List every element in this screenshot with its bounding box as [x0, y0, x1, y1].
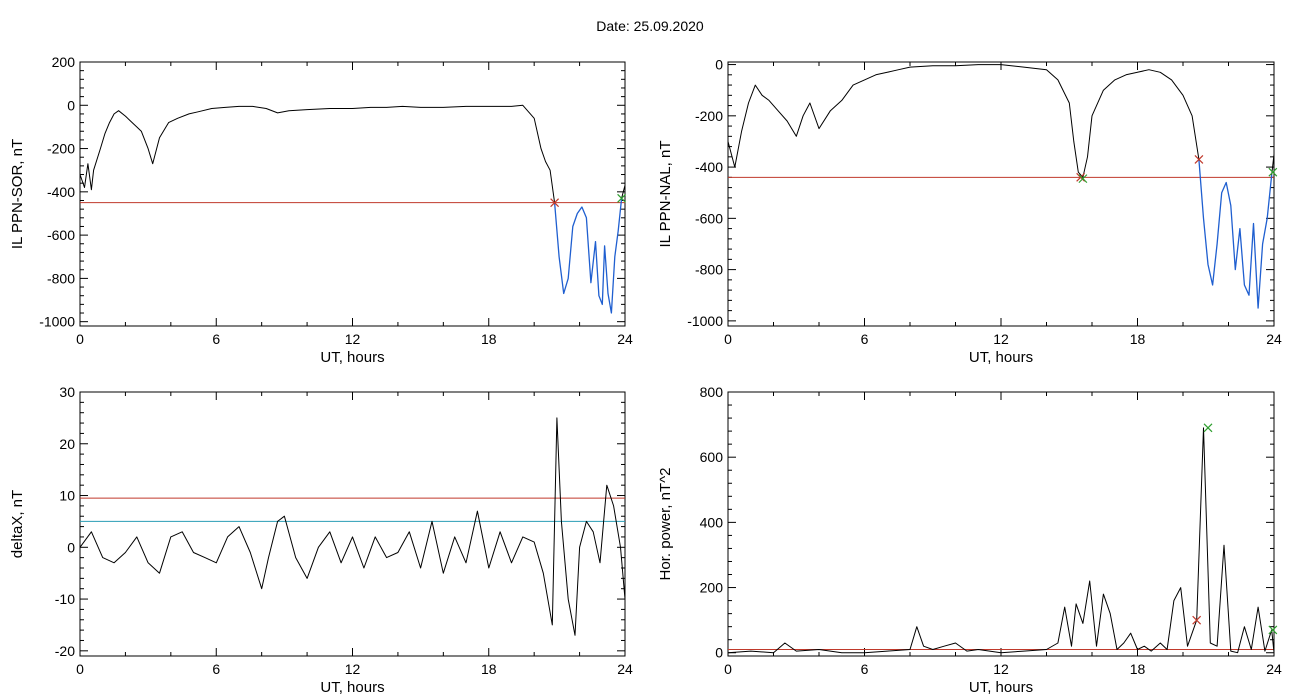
panel2-y-tick-label: -800 — [695, 262, 723, 278]
panel2-end-marker-2 — [1078, 174, 1088, 184]
panel2-series-1-line — [727, 64, 1200, 178]
panel2-start-marker-1 — [1076, 172, 1086, 182]
panel1-x-tick-label: 24 — [617, 331, 633, 347]
panel2-x-tick-label: 18 — [1130, 331, 1146, 347]
panel1-y-tick-label: -600 — [47, 227, 75, 243]
panel4-end-marker-3 — [1268, 625, 1278, 635]
panel3-y-tick-label: 0 — [67, 539, 75, 555]
panel3-y-tick-label: 10 — [59, 488, 75, 504]
panel4-plot-frame — [727, 391, 1275, 657]
panel2-y-tick-label: -1000 — [687, 313, 723, 329]
panel1-plot-frame — [79, 61, 626, 327]
panel3-x-tick-label: 24 — [617, 661, 633, 677]
panel1-x-axis-label: UT, hours — [320, 349, 384, 366]
panel1-x-tick-label: 0 — [76, 331, 84, 347]
panel2-x-tick-label: 12 — [993, 331, 1009, 347]
panel1-y-tick-label: -1000 — [39, 314, 75, 330]
panel4-y-axis-label: Hor. power, nT^2 — [657, 468, 674, 581]
panel3-x-axis-label: UT, hours — [320, 679, 384, 696]
panel1-end-marker-2 — [617, 193, 627, 203]
panel2-end-marker-4 — [1268, 167, 1278, 177]
panel4-start-marker-1 — [1192, 615, 1202, 625]
panel2-x-tick-label: 0 — [724, 331, 732, 347]
panel4-x-tick-label: 18 — [1130, 661, 1146, 677]
panel3-x-tick-label: 6 — [212, 661, 220, 677]
panel2-y-tick-label: -400 — [695, 159, 723, 175]
panel3-y-axis-label: deltaX, nT — [9, 490, 26, 558]
panel1-x-tick-label: 6 — [212, 331, 220, 347]
date-title: Date: 25.09.2020 — [596, 18, 704, 34]
panel1-y-tick-label: -800 — [47, 270, 75, 286]
panel1-series-1-line — [79, 104, 556, 203]
panel4-x-tick-label: 6 — [861, 661, 869, 677]
panel1-start-marker-1 — [550, 198, 560, 208]
panel1-y-axis-label: IL PPN-SOR, nT — [9, 139, 26, 249]
panel4-y-tick-label: 200 — [700, 580, 724, 596]
panel1-series-3-line — [621, 185, 626, 199]
panel2-series-2-line — [1198, 159, 1273, 309]
panel2-y-tick-label: 0 — [715, 57, 723, 73]
panel1-series-2-line — [553, 198, 623, 314]
panel1-y-tick-label: -400 — [47, 184, 75, 200]
panel3-y-tick-label: 20 — [59, 436, 75, 452]
panel2-start-marker-3 — [1194, 154, 1204, 164]
panel3-y-tick-label: -20 — [55, 643, 75, 659]
panel4-y-tick-label: 800 — [700, 384, 724, 400]
panel1-y-tick-label: 0 — [67, 97, 75, 113]
panel4-series-1-line — [727, 427, 1275, 654]
panel2-x-tick-label: 24 — [1266, 331, 1282, 347]
panel4-y-tick-label: 0 — [715, 645, 723, 661]
panel4-end-marker-2 — [1203, 423, 1213, 433]
panel4-y-tick-label: 600 — [700, 449, 724, 465]
panel2-x-tick-label: 6 — [861, 331, 869, 347]
panel2-plot-frame — [727, 61, 1275, 327]
panel4-x-tick-label: 0 — [724, 661, 732, 677]
panel3-y-tick-label: -10 — [55, 591, 75, 607]
panel1-y-tick-label: -200 — [47, 141, 75, 157]
panel3-series-1-line — [79, 417, 626, 636]
panel3-x-tick-label: 18 — [481, 661, 497, 677]
panel4-x-tick-label: 12 — [993, 661, 1009, 677]
panel3-y-tick-label: 30 — [59, 384, 75, 400]
panel2-y-tick-label: -200 — [695, 108, 723, 124]
panel3-plot-frame — [79, 391, 626, 657]
panel1-x-tick-label: 18 — [481, 331, 497, 347]
panel3-x-tick-label: 0 — [76, 661, 84, 677]
panel2-x-axis-label: UT, hours — [969, 349, 1033, 366]
panel4-x-axis-label: UT, hours — [969, 679, 1033, 696]
panel2-y-tick-label: -600 — [695, 210, 723, 226]
panel1-y-tick-label: 200 — [52, 54, 76, 70]
panel2-y-axis-label: IL PPN-NAL, nT — [657, 141, 674, 248]
panel3-x-tick-label: 12 — [345, 661, 361, 677]
panel4-x-tick-label: 24 — [1266, 661, 1282, 677]
panel1-x-tick-label: 12 — [345, 331, 361, 347]
panel4-y-tick-label: 400 — [700, 514, 724, 530]
